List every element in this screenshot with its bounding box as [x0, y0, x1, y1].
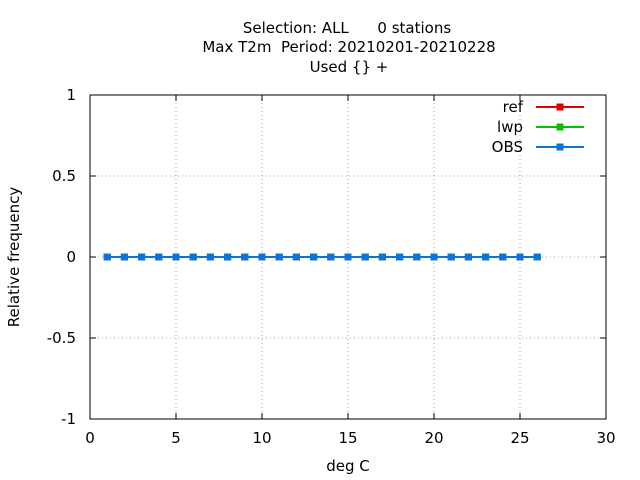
x-tick-label: 15 [338, 429, 357, 447]
data-point [120, 253, 128, 261]
data-point [430, 253, 438, 261]
data-point [533, 253, 541, 261]
data-point [413, 253, 421, 261]
legend-label: OBS [492, 138, 523, 156]
y-tick-label: -0.5 [47, 329, 76, 347]
data-point [206, 253, 214, 261]
data-point [189, 253, 197, 261]
legend-entry: OBS [492, 138, 584, 156]
data-point [155, 253, 163, 261]
title-line-3: Used {} + [310, 58, 389, 76]
data-point [327, 253, 335, 261]
data-point [378, 253, 386, 261]
legend-label: lwp [497, 118, 523, 136]
data-point [499, 253, 507, 261]
x-tick-label: 25 [510, 429, 529, 447]
legend-swatch-marker [556, 123, 564, 131]
data-point [464, 253, 472, 261]
title-line-2: Max T2m Period: 20210201-20210228 [202, 38, 495, 56]
x-axis-label: deg C [326, 457, 370, 475]
x-tick-labels: 0 5 10 15 20 25 30 [85, 429, 615, 447]
legend-swatch-marker [556, 143, 564, 151]
legend-entry: lwp [497, 118, 584, 136]
data-point [138, 253, 146, 261]
legend: ref lwp OBS [492, 98, 584, 156]
series [103, 253, 541, 261]
data-point [447, 253, 455, 261]
y-axis-label: Relative frequency [5, 187, 23, 328]
data-point [172, 253, 180, 261]
x-tick-label: 5 [171, 429, 181, 447]
data-point [241, 253, 249, 261]
axis-ticks [89, 94, 607, 420]
legend-swatch-marker [556, 103, 564, 111]
y-tick-label: 0 [66, 248, 76, 266]
data-point [344, 253, 352, 261]
data-point [310, 253, 318, 261]
x-tick-label: 30 [596, 429, 615, 447]
data-point [275, 253, 283, 261]
y-tick-label: -1 [61, 410, 76, 428]
x-tick-label: 20 [424, 429, 443, 447]
title-line-1: Selection: ALL 0 stations [243, 19, 451, 37]
data-point [258, 253, 266, 261]
legend-entry: ref [503, 98, 584, 116]
y-tick-label: 0.5 [52, 167, 76, 185]
legend-label: ref [503, 98, 524, 116]
y-tick-labels: -1 -0.5 0 0.5 1 [47, 86, 76, 428]
data-point [361, 253, 369, 261]
x-tick-label: 10 [252, 429, 271, 447]
data-point [103, 253, 111, 261]
y-tick-label: 1 [66, 86, 76, 104]
data-point [482, 253, 490, 261]
data-point [396, 253, 404, 261]
series-obs [103, 253, 541, 261]
data-point [224, 253, 232, 261]
data-point [292, 253, 300, 261]
chart-title: Selection: ALL 0 stations Max T2m Period… [202, 19, 495, 76]
data-point [516, 253, 524, 261]
x-tick-label: 0 [85, 429, 95, 447]
